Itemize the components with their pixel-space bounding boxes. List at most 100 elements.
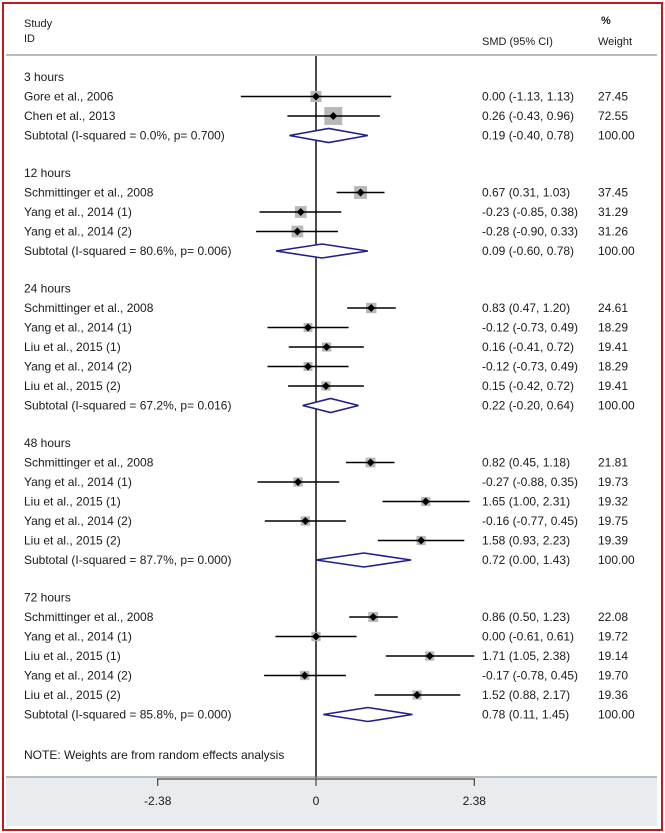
weight-value: 72.55 [598,109,628,123]
x-tick-label: 2.38 [463,794,487,808]
smd-value: -0.12 (-0.73, 0.49) [482,360,578,374]
point-estimate [329,112,338,120]
group-label: 12 hours [24,166,71,180]
group-label: 24 hours [24,282,71,296]
study-label: Schmittinger et al., 2008 [24,186,154,200]
study-label: Yang et al., 2014 (1) [24,630,132,644]
smd-value: 0.83 (0.47, 1.20) [482,301,570,315]
x-tick-label: 0 [313,794,320,808]
point-estimate [294,478,303,486]
point-estimate [300,671,309,680]
weight-value: 19.14 [598,649,628,663]
study-label: Yang et al., 2014 (2) [24,225,132,239]
study-label: Schmittinger et al., 2008 [24,610,154,624]
study-label: Schmittinger et al., 2008 [24,456,154,470]
point-estimate [366,458,375,467]
subtotal-label: Subtotal (I-squared = 87.7%, p= 0.000) [24,553,231,567]
point-estimate [413,691,422,699]
study-header: Study [24,18,53,30]
point-estimate [369,613,378,621]
study-label: Gore et al., 2006 [24,90,114,104]
note-text: NOTE: Weights are from random effects an… [24,748,284,762]
point-estimate [304,323,313,332]
subtotal-label: Subtotal (I-squared = 85.8%, p= 0.000) [24,708,231,722]
subtotal-smd-value: 0.78 (0.11, 1.45) [482,708,569,722]
study-label: Yang et al., 2014 (2) [24,669,132,683]
point-estimate [304,362,313,371]
weight-value: 19.75 [598,514,628,528]
point-estimate [421,497,430,506]
smd-value: 0.26 (-0.43, 0.96) [482,109,574,123]
weight-value: 27.45 [598,90,628,104]
weight-value: 18.29 [598,360,628,374]
smd-value: 0.00 (-1.13, 1.13) [482,90,574,104]
point-estimate [425,652,434,660]
smd-value: -0.16 (-0.77, 0.45) [482,514,578,528]
point-estimate [321,382,330,390]
point-estimate [312,632,320,641]
weight-value: 19.73 [598,475,628,489]
subtotal-smd-value: 0.09 (-0.60, 0.78) [482,244,574,258]
study-label: Yang et al., 2014 (1) [24,205,132,219]
weight-value: 18.29 [598,321,628,335]
weight-value: 19.32 [598,495,628,509]
weight-value: 21.81 [598,456,628,470]
subtotal-label: Subtotal (I-squared = 0.0%, p= 0.700) [24,129,225,143]
smd-header: SMD (95% CI) [482,36,553,48]
subtotal-weight-value: 100.00 [598,129,635,143]
subtotal-smd-value: 0.22 (-0.20, 0.64) [482,399,574,413]
percent-header: % [601,15,611,27]
smd-value: 0.67 (0.31, 1.03) [482,186,570,200]
subtotal-diamond [275,243,368,259]
smd-value: -0.12 (-0.73, 0.49) [482,321,578,335]
study-label: Liu et al., 2015 (1) [24,340,121,354]
study-label: Liu et al., 2015 (2) [24,534,121,548]
weight-header: Weight [598,36,632,48]
point-estimate [322,343,331,351]
subtotal-smd-value: 0.72 (0.00, 1.43) [482,553,570,567]
point-estimate [312,92,320,101]
weight-value: 19.72 [598,630,628,644]
subtotal-label: Subtotal (I-squared = 80.6%, p= 0.006) [24,244,231,258]
smd-value: 1.71 (1.05, 2.38) [482,649,570,663]
plot-marks: 3 hours Gore et al., 2006 0.00 (-1.13, 1.1… [24,56,635,779]
subtotal-weight-value: 100.00 [598,244,635,258]
subtotal-label: Subtotal (I-squared = 67.2%, p= 0.016) [24,399,231,413]
subtotal-diamond [302,397,359,414]
point-estimate [417,536,426,545]
weight-value: 19.41 [598,379,628,393]
smd-value: 0.16 (-0.41, 0.72) [482,340,574,354]
study-label: Liu et al., 2015 (2) [24,379,121,393]
weight-value: 19.70 [598,669,628,683]
study-label: Yang et al., 2014 (1) [24,475,132,489]
weight-value: 24.61 [598,301,628,315]
group-label: 72 hours [24,591,71,605]
study-label: Schmittinger et al., 2008 [24,301,154,315]
smd-value: 1.65 (1.00, 2.31) [482,495,570,509]
weight-value: 22.08 [598,610,628,624]
weight-value: 31.29 [598,205,628,219]
subtotal-weight-value: 100.00 [598,708,635,722]
id-header: ID [24,33,35,45]
study-label: Yang et al., 2014 (1) [24,321,132,335]
smd-value: 0.00 (-0.61, 0.61) [482,630,574,644]
study-label: Yang et al., 2014 (2) [24,360,132,374]
study-label: Liu et al., 2015 (1) [24,495,121,509]
weight-value: 19.36 [598,688,628,702]
weight-value: 31.26 [598,225,628,239]
weight-value: 19.39 [598,534,628,548]
subtotal-weight-value: 100.00 [598,553,635,567]
group-label: 48 hours [24,436,71,450]
study-label: Liu et al., 2015 (1) [24,649,121,663]
group-label: 3 hours [24,70,64,84]
subtotal-diamond [315,552,412,568]
smd-value: -0.17 (-0.78, 0.45) [482,669,578,683]
subtotal-smd-value: 0.19 (-0.40, 0.78) [482,129,574,143]
smd-value: -0.27 (-0.88, 0.35) [482,475,578,489]
study-label: Liu et al., 2015 (2) [24,688,121,702]
smd-value: 1.58 (0.93, 2.23) [482,534,570,548]
subtotal-diamond [289,127,369,144]
point-estimate [356,188,365,197]
smd-value: -0.23 (-0.85, 0.38) [482,205,578,219]
